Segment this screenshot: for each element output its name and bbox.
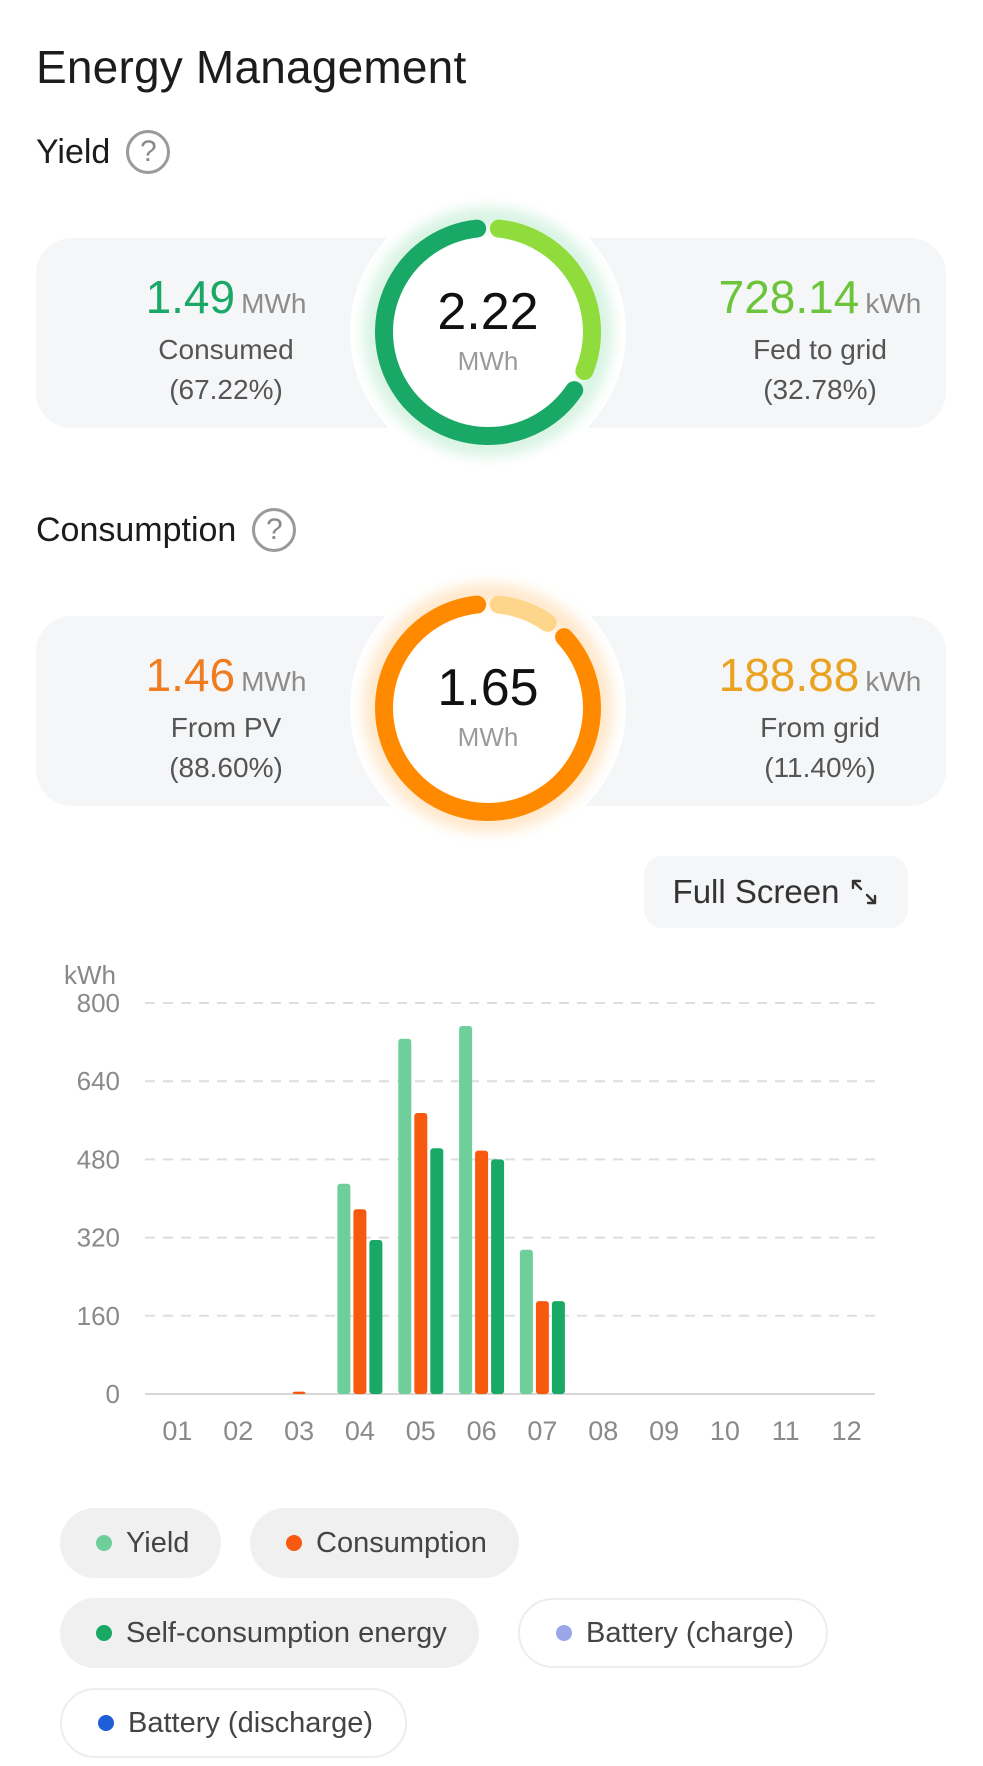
bar-consumption-06[interactable] bbox=[475, 1150, 489, 1394]
yield-consumed-unit: MWh bbox=[241, 288, 307, 319]
yield-arc-consumed bbox=[375, 219, 584, 445]
yield-consumed-label: Consumed bbox=[158, 334, 294, 365]
consumption-total-value: 1.65 bbox=[437, 658, 539, 717]
chart-bars bbox=[292, 1026, 565, 1394]
chart-x-ticks: 01 02 03 04 05 06 07 08 09 10 11 12 bbox=[162, 1416, 861, 1446]
yield-section-title: Yield ? bbox=[36, 130, 171, 174]
consumption-ring-graphic bbox=[350, 570, 626, 846]
legend-battery-charge[interactable]: Battery (charge) bbox=[518, 1598, 828, 1668]
chart-grid bbox=[145, 1002, 875, 1395]
legend-yield[interactable]: Yield bbox=[60, 1508, 222, 1578]
x-tick-label: 11 bbox=[772, 1416, 800, 1446]
x-tick-label: 07 bbox=[527, 1416, 557, 1446]
consumption-pv-stat: 1.46 MWh From PV (88.60%) bbox=[76, 648, 376, 788]
legend-consumption[interactable]: Consumption bbox=[250, 1508, 519, 1578]
y-tick-label: 800 bbox=[77, 988, 120, 1018]
bar-consumption-07[interactable] bbox=[535, 1301, 549, 1394]
x-tick-label: 06 bbox=[467, 1416, 497, 1446]
x-tick-label: 04 bbox=[345, 1416, 375, 1446]
yield-fed-value: 728.14 bbox=[718, 271, 860, 323]
consumption-pv-percent: (88.60%) bbox=[169, 752, 283, 783]
y-tick-label: 0 bbox=[106, 1379, 120, 1409]
bar-consumption-04[interactable] bbox=[353, 1209, 367, 1394]
consumption-pv-value: 1.46 bbox=[145, 649, 236, 701]
x-tick-label: 08 bbox=[588, 1416, 618, 1446]
bar-self-consumption-energy-06[interactable] bbox=[491, 1159, 505, 1394]
yield-total: 2.22 MWh bbox=[348, 192, 628, 472]
yield-arc-fed bbox=[489, 219, 601, 380]
x-tick-label: 09 bbox=[649, 1416, 679, 1446]
legend-label: Battery (discharge) bbox=[128, 1706, 373, 1739]
consumption-title-label: Consumption bbox=[36, 510, 237, 549]
legend-battery-discharge[interactable]: Battery (discharge) bbox=[60, 1688, 407, 1758]
legend-label: Battery (charge) bbox=[586, 1616, 794, 1649]
consumption-total-unit: MWh bbox=[457, 721, 519, 752]
x-tick-label: 01 bbox=[162, 1416, 192, 1446]
yield-fed-label: Fed to grid bbox=[753, 334, 887, 365]
bar-yield-05[interactable] bbox=[398, 1038, 412, 1394]
expand-icon bbox=[852, 879, 877, 905]
y-tick-label: 640 bbox=[77, 1066, 120, 1096]
consumption-pv-unit: MWh bbox=[241, 666, 307, 697]
x-tick-label: 03 bbox=[284, 1416, 314, 1446]
x-tick-label: 02 bbox=[223, 1416, 253, 1446]
full-screen-label: Full Screen bbox=[672, 873, 840, 910]
yield-total-value: 2.22 bbox=[437, 282, 539, 341]
consumption-arc-pv bbox=[375, 595, 601, 821]
consumption-total: 1.65 MWh bbox=[348, 568, 628, 848]
yield-consumed-percent: (67.22%) bbox=[169, 374, 283, 405]
x-tick-label: 10 bbox=[710, 1416, 740, 1446]
legend-dot-icon bbox=[286, 1535, 302, 1551]
page-title: Energy Management bbox=[36, 41, 467, 93]
y-tick-label: 320 bbox=[77, 1223, 120, 1253]
yield-consumed-value: 1.49 bbox=[145, 271, 236, 323]
legend-label: Consumption bbox=[316, 1526, 487, 1559]
consumption-ring: 1.65 MWh bbox=[348, 568, 628, 848]
consumption-grid-percent: (11.40%) bbox=[764, 752, 876, 783]
yield-fed-unit: kWh bbox=[865, 288, 922, 319]
consumption-pv-label: From PV bbox=[170, 712, 282, 743]
yield-fed-stat: 728.14 kWh Fed to grid (32.78%) bbox=[670, 270, 970, 410]
legend-dot-icon bbox=[98, 1715, 114, 1731]
chart-y-ticks: 0 160 320 480 640 800 bbox=[77, 988, 120, 1409]
bar-consumption-05[interactable] bbox=[414, 1113, 428, 1394]
consumption-grid-value: 188.88 bbox=[718, 649, 860, 701]
consumption-grid-label: From grid bbox=[760, 712, 880, 743]
legend-self-consumption-energy[interactable]: Self-consumption energy bbox=[60, 1598, 479, 1668]
consumption-help-icon[interactable]: ? bbox=[252, 508, 297, 552]
bar-self-consumption-energy-05[interactable] bbox=[430, 1148, 444, 1394]
bar-yield-07[interactable] bbox=[519, 1249, 533, 1394]
y-tick-label: 480 bbox=[77, 1144, 120, 1174]
consumption-grid-unit: kWh bbox=[865, 666, 922, 697]
bar-consumption-03[interactable] bbox=[292, 1391, 306, 1394]
bar-yield-04[interactable] bbox=[337, 1183, 351, 1394]
consumption-section-title: Consumption ? bbox=[36, 508, 297, 552]
yield-consumed-stat: 1.49 MWh Consumed (67.22%) bbox=[76, 270, 376, 410]
yield-ring: 2.22 MWh bbox=[348, 192, 628, 472]
yield-title-label: Yield bbox=[36, 132, 111, 171]
legend-label: Yield bbox=[126, 1526, 190, 1559]
bar-self-consumption-energy-04[interactable] bbox=[369, 1240, 383, 1394]
x-tick-label: 05 bbox=[406, 1416, 436, 1446]
yield-fed-percent: (32.78%) bbox=[763, 374, 877, 405]
chart-unit-label: kWh bbox=[64, 960, 116, 990]
bar-self-consumption-energy-07[interactable] bbox=[551, 1301, 565, 1394]
x-tick-label: 12 bbox=[832, 1416, 862, 1446]
yield-total-unit: MWh bbox=[457, 345, 519, 376]
bar-yield-06[interactable] bbox=[459, 1026, 473, 1394]
yield-help-icon[interactable]: ? bbox=[126, 130, 171, 174]
monthly-energy-chart: kWh 0 160 320 480 640 800 01 02 03 04 05 06 07 08 09 1… bbox=[64, 960, 875, 1446]
y-tick-label: 160 bbox=[77, 1301, 120, 1331]
legend-dot-icon bbox=[96, 1535, 112, 1551]
full-screen-button[interactable]: Full Screen bbox=[644, 856, 908, 928]
legend-label: Self-consumption energy bbox=[126, 1616, 447, 1649]
legend-dot-icon bbox=[556, 1625, 572, 1641]
consumption-grid-stat: 188.88 kWh From grid (11.40%) bbox=[670, 648, 970, 788]
legend-dot-icon bbox=[96, 1625, 112, 1641]
consumption-arc-grid bbox=[489, 595, 557, 632]
yield-ring-graphic bbox=[350, 194, 626, 470]
